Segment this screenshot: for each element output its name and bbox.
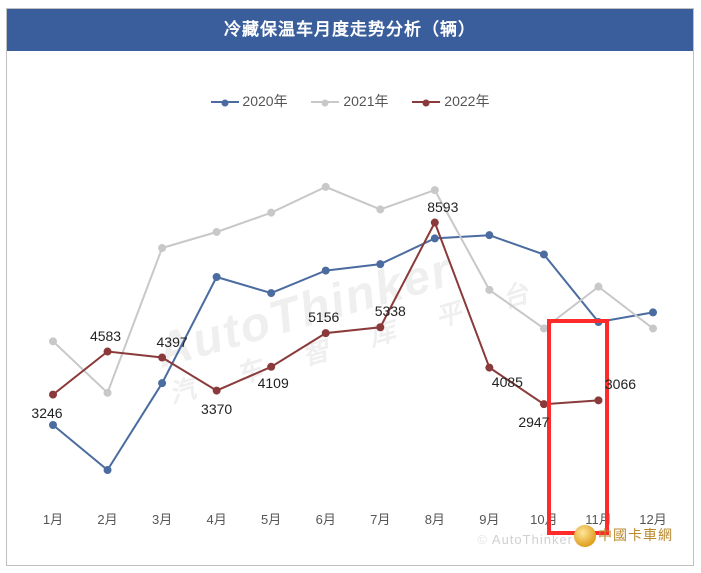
x-tick-label: 6月 [316, 509, 336, 528]
x-tick-label: 1月 [43, 509, 63, 528]
value-label: 4109 [258, 375, 289, 391]
x-tick-label: 3月 [152, 509, 172, 528]
value-label: 4397 [157, 334, 188, 350]
watermark-small: © AutoThinker [477, 532, 573, 547]
x-tick-label: 4月 [207, 509, 227, 528]
chart-frame: 冷藏保温车月度走势分析（辆） 2020年 2021年 2022年 AutoThi… [6, 8, 694, 566]
value-label: 4085 [492, 374, 523, 390]
legend-swatch-2022 [412, 101, 440, 103]
legend: 2020年 2021年 2022年 [7, 91, 693, 111]
x-axis-labels: 1月 2月 3月 4月 5月 6月 7月 8月 9月 10月 11月 12月 [43, 509, 663, 533]
legend-label-2021: 2021年 [343, 93, 388, 109]
value-label: 3066 [605, 376, 636, 392]
legend-label-2020: 2020年 [242, 93, 287, 109]
value-label: 8593 [427, 199, 458, 215]
x-tick-label: 7月 [370, 509, 390, 528]
legend-swatch-2020 [211, 101, 239, 103]
legend-item-2021: 2021年 [311, 91, 388, 111]
value-label: 5338 [375, 303, 406, 319]
legend-swatch-2021 [311, 101, 339, 103]
x-tick-label: 10月 [530, 509, 557, 528]
x-tick-label: 12月 [639, 509, 666, 528]
x-tick-label: 9月 [479, 509, 499, 528]
legend-item-2022: 2022年 [412, 91, 489, 111]
value-label: 3246 [31, 405, 62, 421]
x-tick-label: 5月 [261, 509, 281, 528]
plot-area [43, 129, 663, 499]
x-tick-label: 11月 [585, 509, 612, 528]
x-tick-label: 2月 [97, 509, 117, 528]
chart-title: 冷藏保温车月度走势分析（辆） [7, 9, 693, 51]
value-label: 3370 [201, 401, 232, 417]
line-chart-svg [43, 129, 663, 499]
legend-item-2020: 2020年 [211, 91, 288, 111]
value-label: 5156 [308, 309, 339, 325]
x-tick-label: 8月 [425, 509, 445, 528]
legend-label-2022: 2022年 [444, 93, 489, 109]
value-label: 4583 [90, 328, 121, 344]
value-label: 2947 [518, 414, 549, 430]
